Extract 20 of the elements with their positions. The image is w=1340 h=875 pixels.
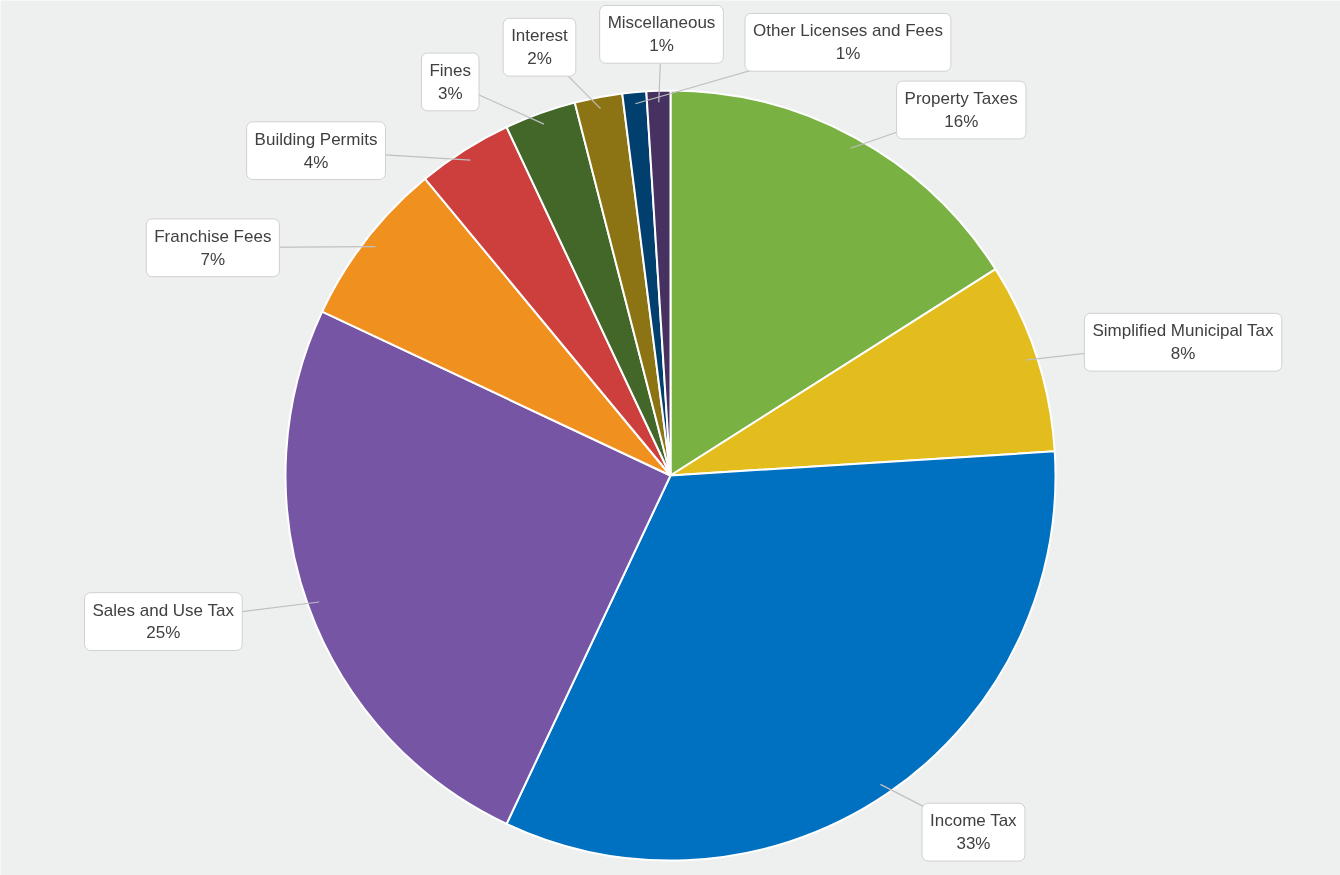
data-label: 2% [527,49,552,69]
slice-label: Building Permits [254,129,378,149]
slice-label: Sales and Use Tax [92,600,235,620]
slice-label: Miscellaneous [607,13,716,33]
data-label: 4% [303,152,329,172]
data-label: 25% [146,623,181,643]
data-label: 16% [944,111,979,131]
data-label: 3% [437,83,463,103]
slice-label: Fines [429,61,472,81]
data-label: 8% [1170,344,1196,364]
data-label: 7% [200,249,226,269]
slice-label: Other Licenses and Fees [753,21,943,41]
slice-label: Simplified Municipal Tax [1092,321,1275,341]
slice-label: Interest [511,26,569,46]
slice-label: Income Tax [930,811,1018,831]
data-label: 1% [835,44,861,64]
slice-label: Property Taxes [904,89,1018,109]
data-label: 33% [956,834,991,854]
slice-label: Franchise Fees [154,226,272,246]
data-label: 1% [649,36,674,56]
